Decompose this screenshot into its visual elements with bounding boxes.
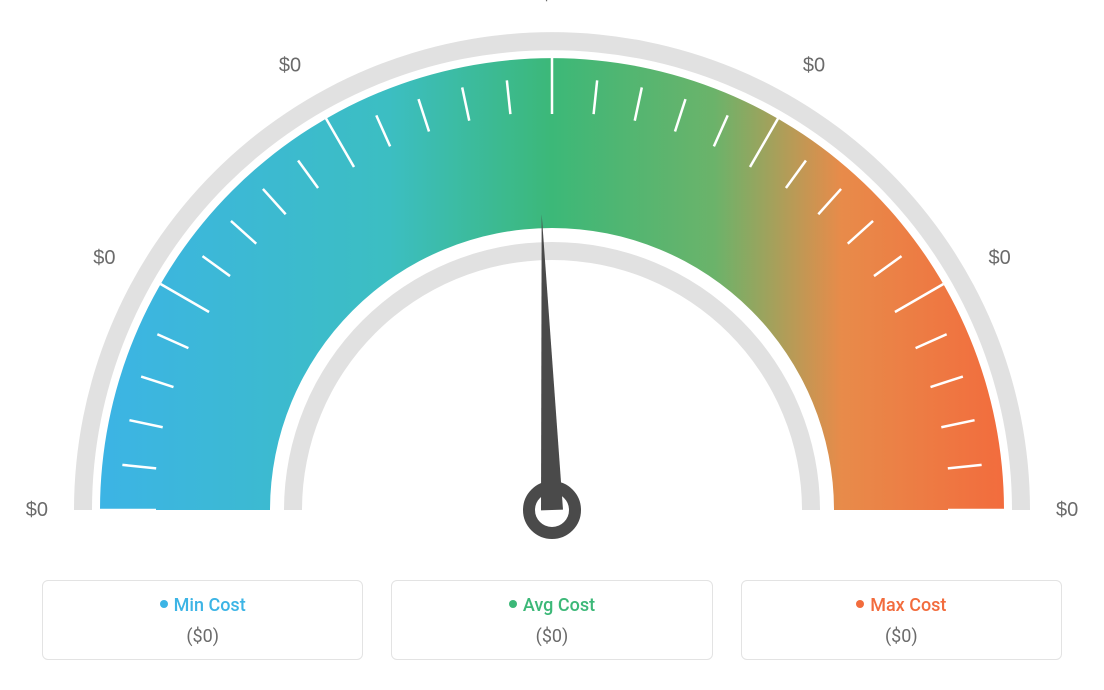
- dot-icon: [856, 600, 864, 608]
- svg-text:$0: $0: [803, 55, 825, 77]
- legend-value-avg: ($0): [392, 626, 711, 647]
- dot-icon: [160, 600, 168, 608]
- legend-card-min: Min Cost ($0): [42, 580, 363, 660]
- legend-title-text: Max Cost: [870, 595, 946, 616]
- legend-row: Min Cost ($0) Avg Cost ($0) Max Cost ($0…: [42, 580, 1062, 660]
- dot-icon: [509, 600, 517, 608]
- legend-value-max: ($0): [742, 626, 1061, 647]
- legend-card-avg: Avg Cost ($0): [391, 580, 712, 660]
- legend-title-text: Min Cost: [174, 595, 246, 616]
- svg-text:$0: $0: [26, 499, 48, 521]
- svg-text:$0: $0: [1056, 499, 1078, 521]
- legend-title-text: Avg Cost: [523, 595, 595, 616]
- legend-title-avg: Avg Cost: [392, 595, 711, 616]
- svg-text:$0: $0: [541, 0, 563, 5]
- svg-text:$0: $0: [93, 247, 115, 269]
- cost-gauge-container: $0 $0 $0 $0 $0 $0 $0 Min Cost ($0) Avg Cost ($…: [0, 0, 1104, 690]
- gauge-chart: $0 $0 $0 $0 $0 $0 $0: [0, 0, 1104, 560]
- legend-value-min: ($0): [43, 626, 362, 647]
- legend-title-max: Max Cost: [742, 595, 1061, 616]
- legend-card-max: Max Cost ($0): [741, 580, 1062, 660]
- svg-text:$0: $0: [279, 55, 301, 77]
- legend-title-min: Min Cost: [43, 595, 362, 616]
- svg-text:$0: $0: [988, 247, 1010, 269]
